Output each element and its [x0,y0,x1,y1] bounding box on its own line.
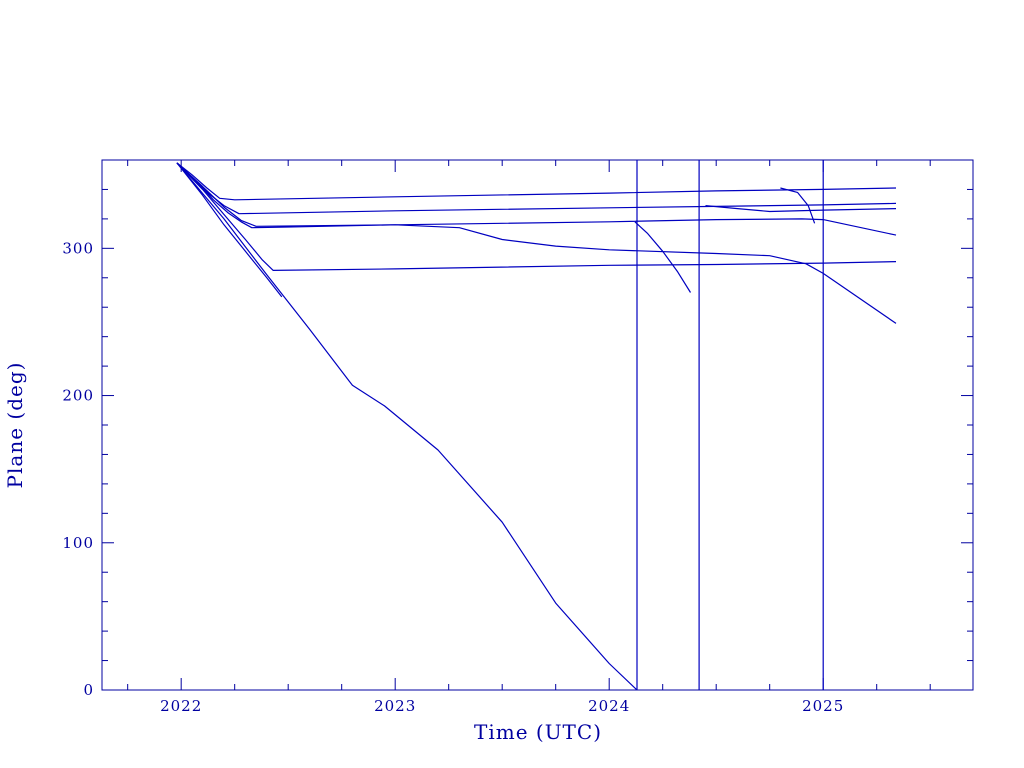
y-tick-label: 200 [62,387,94,405]
data-series [176,160,897,691]
series-line-4 [176,162,897,236]
series-line-3 [176,162,897,324]
plot-frame [101,159,974,691]
axis-tick-labels: 2022 2023 2024 2025 0 100 200 300 [62,239,844,715]
y-axis-label: Plane (deg) [3,362,27,489]
series-line-8 [634,221,692,293]
x-tick-label: 2022 [160,697,202,715]
y-tick-label: 0 [83,681,94,699]
y-tick-label: 100 [62,534,94,552]
series-line-5 [176,162,897,271]
series-line-10 [705,205,897,213]
x-tick-label: 2023 [374,697,416,715]
axis-ticks [102,159,973,691]
x-tick-label: 2024 [588,697,630,715]
x-tick-label: 2025 [802,697,844,715]
series-line-9 [780,187,816,224]
series-line-6 [176,162,283,298]
x-axis-label: Time (UTC) [474,720,602,744]
series-line-1 [176,162,897,201]
series-line-7 [176,162,638,691]
y-tick-label: 300 [62,239,94,257]
series-line-2 [176,162,897,215]
